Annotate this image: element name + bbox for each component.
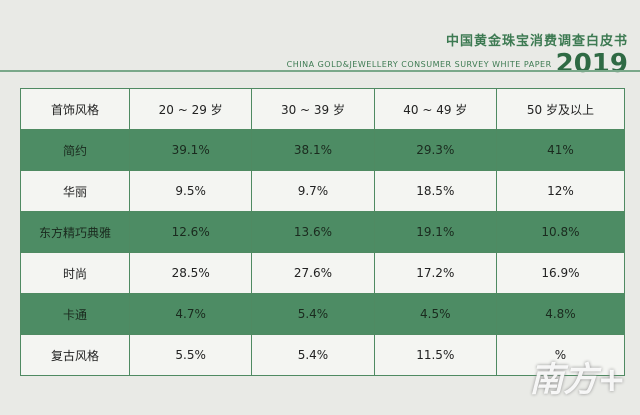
table-cell: 5.4% bbox=[251, 334, 375, 376]
column-header: 50 岁及以上 bbox=[495, 88, 626, 130]
row-label: 时尚 bbox=[20, 252, 130, 294]
table-row: 卡通 4.7% 5.4% 4.5% 4.8% bbox=[20, 293, 626, 335]
table-cell: 38.1% bbox=[251, 129, 375, 171]
table-cell: 4.8% bbox=[495, 293, 626, 335]
table-cell: 5.4% bbox=[251, 293, 375, 335]
table-cell: 17.2% bbox=[373, 252, 497, 294]
table-row: 华丽 9.5% 9.7% 18.5% 12% bbox=[20, 170, 626, 212]
table-cell: 27.6% bbox=[251, 252, 375, 294]
row-label: 简约 bbox=[20, 129, 130, 171]
table-row: 东方精巧典雅 12.6% 13.6% 19.1% 10.8% bbox=[20, 211, 626, 253]
report-year: 2019 bbox=[555, 49, 628, 79]
table-cell: 13.6% bbox=[251, 211, 375, 253]
column-header: 40 ~ 49 岁 bbox=[373, 88, 497, 130]
table-cell: 41% bbox=[495, 129, 626, 171]
header-rule bbox=[0, 70, 640, 72]
table-cell: 5.5% bbox=[128, 334, 253, 376]
header-row: 首饰风格 20 ~ 29 岁 30 ~ 39 岁 40 ~ 49 岁 50 岁及以上 bbox=[20, 88, 626, 130]
table-cell: 29.3% bbox=[373, 129, 497, 171]
table-row: 简约 39.1% 38.1% 29.3% 41% bbox=[20, 129, 626, 171]
table-cell: 12% bbox=[495, 170, 626, 212]
row-label: 复古风格 bbox=[20, 334, 130, 376]
column-header: 首饰风格 bbox=[20, 88, 130, 130]
column-header: 20 ~ 29 岁 bbox=[128, 88, 253, 130]
report-title: 中国黄金珠宝消费调查白皮书 bbox=[445, 34, 628, 49]
report-header: 中国黄金珠宝消费调查白皮书 CHINA GOLD&JEWELLERY CONSU… bbox=[287, 30, 628, 79]
table-cell: 10.8% bbox=[495, 211, 626, 253]
row-label: 东方精巧典雅 bbox=[20, 211, 130, 253]
table-cell: % bbox=[495, 334, 626, 376]
table-cell: 16.9% bbox=[495, 252, 626, 294]
table-cell: 4.5% bbox=[373, 293, 497, 335]
table-cell: 39.1% bbox=[128, 129, 253, 171]
table-cell: 11.5% bbox=[373, 334, 497, 376]
data-table: 首饰风格 20 ~ 29 岁 30 ~ 39 岁 40 ~ 49 岁 50 岁及以上 简约… bbox=[20, 88, 626, 376]
column-header: 30 ~ 39 岁 bbox=[251, 88, 375, 130]
table-cell: 9.5% bbox=[128, 170, 253, 212]
table-cell: 18.5% bbox=[373, 170, 497, 212]
table-cell: 19.1% bbox=[373, 211, 497, 253]
table-cell: 28.5% bbox=[128, 252, 253, 294]
table-cell: 12.6% bbox=[128, 211, 253, 253]
report-subtitle: CHINA GOLD&JEWELLERY CONSUMER SURVEY WHI… bbox=[286, 59, 552, 69]
table-row: 时尚 28.5% 27.6% 17.2% 16.9% bbox=[20, 252, 626, 294]
row-label: 卡通 bbox=[20, 293, 130, 335]
table-cell: 9.7% bbox=[251, 170, 375, 212]
watermark: 南方+ bbox=[529, 360, 627, 400]
table-row: 复古风格 5.5% 5.4% 11.5%% bbox=[20, 334, 626, 376]
row-label: 华丽 bbox=[20, 170, 130, 212]
table-cell: 4.7% bbox=[128, 293, 253, 335]
